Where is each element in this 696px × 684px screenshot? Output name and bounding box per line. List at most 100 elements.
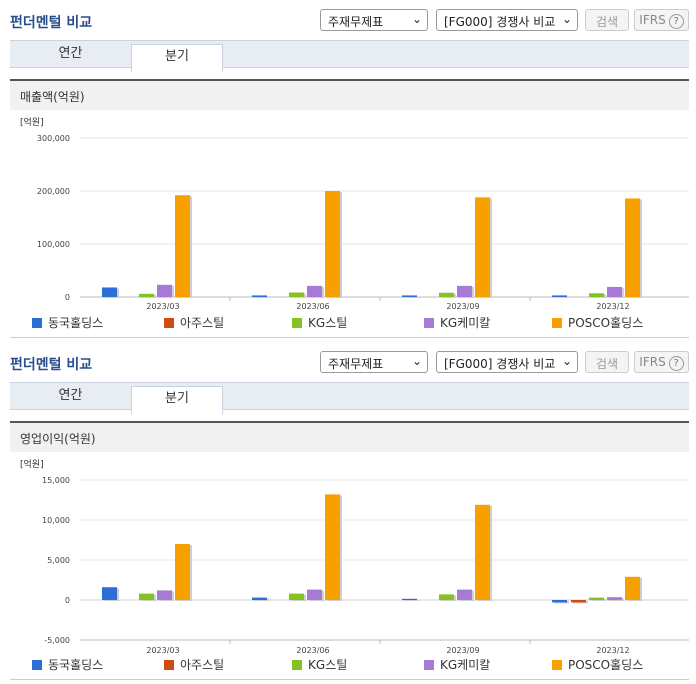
- y-tick-label: 5,000: [47, 556, 70, 565]
- bar-2023-09-s2[interactable]: [439, 594, 454, 600]
- bar-2023-06-s4[interactable]: [325, 191, 340, 297]
- bar-2023-03-s3[interactable]: [157, 284, 172, 297]
- y-tick-label: 15,000: [42, 476, 70, 485]
- x-tick-label: 2023/12: [596, 646, 629, 655]
- search-button[interactable]: 검색: [585, 9, 629, 31]
- bar-2023-12-s3[interactable]: [607, 597, 622, 600]
- bar-2023-12-s2[interactable]: [589, 597, 604, 600]
- ifrs-label: IFRS: [639, 13, 666, 27]
- bar-2023-12-s0[interactable]: [552, 600, 567, 603]
- panel-title: 펀더멘털 비교: [10, 357, 93, 373]
- bar-2023-03-s0[interactable]: [102, 587, 117, 600]
- y-tick-label: 300,000: [37, 134, 70, 143]
- ifrs-help-button[interactable]: IFRS?: [634, 9, 689, 31]
- legend-label: KG스틸: [308, 316, 348, 330]
- bar-2023-09-s3[interactable]: [457, 285, 472, 297]
- peer-group-value: [FG000] 경쟁사 비교: [444, 15, 556, 29]
- bar-2023-06-s2[interactable]: [289, 292, 304, 297]
- bar-2023-12-s4[interactable]: [625, 576, 640, 600]
- bar-2023-12-s2[interactable]: [589, 293, 604, 297]
- legend-item[interactable]: 동국홀딩스: [32, 314, 103, 331]
- bar-2023-03-s2[interactable]: [139, 593, 154, 600]
- legend-item[interactable]: KG스틸: [292, 656, 347, 673]
- bar-2023-09-s0[interactable]: [402, 295, 417, 297]
- legend-item[interactable]: KG케미칼: [424, 314, 490, 331]
- legend-swatch: [424, 660, 434, 670]
- peer-group-select[interactable]: [FG000] 경쟁사 비교 ⌄: [436, 351, 578, 373]
- bar-2023-09-s3[interactable]: [457, 589, 472, 600]
- legend-item[interactable]: KG스틸: [292, 314, 347, 331]
- chart-title: 매출액(억원): [20, 90, 85, 104]
- fundamental-panel-sales: 펀더멘털 비교 주재무제표 ⌄ [FG000] 경쟁사 비교 ⌄ 검색 IFRS…: [10, 9, 689, 338]
- x-tick-label: 2023/09: [446, 646, 479, 655]
- bar-2023-12-s1[interactable]: [571, 600, 586, 603]
- statement-type-value: 주재무제표: [328, 15, 384, 29]
- x-tick-label: 2023/03: [146, 646, 179, 655]
- bar-2023-09-s4[interactable]: [475, 197, 490, 297]
- ifrs-help-button[interactable]: IFRS?: [634, 351, 689, 373]
- legend-swatch: [552, 660, 562, 670]
- legend-item[interactable]: 동국홀딩스: [32, 656, 103, 673]
- bar-2023-12-s4[interactable]: [625, 198, 640, 297]
- legend-label: 동국홀딩스: [48, 658, 104, 672]
- legend-label: KG스틸: [308, 658, 348, 672]
- legend-label: POSCO홀딩스: [568, 316, 644, 330]
- peer-group-select[interactable]: [FG000] 경쟁사 비교 ⌄: [436, 9, 578, 31]
- legend-item[interactable]: 아주스틸: [164, 314, 224, 331]
- chevron-down-icon: ⌄: [561, 12, 572, 26]
- x-tick-label: 2023/06: [296, 646, 329, 655]
- legend-label: POSCO홀딩스: [568, 658, 644, 672]
- chevron-down-icon: ⌄: [561, 354, 572, 368]
- bar-2023-03-s3[interactable]: [157, 590, 172, 600]
- statement-type-select[interactable]: 주재무제표 ⌄: [320, 351, 428, 373]
- chart-legend: 동국홀딩스 아주스틸 KG스틸 KG케미칼 POSCO홀딩스: [10, 314, 689, 332]
- bar-2023-06-s4[interactable]: [325, 494, 340, 600]
- legend-item[interactable]: POSCO홀딩스: [552, 314, 643, 331]
- bar-2023-03-s2[interactable]: [139, 293, 154, 297]
- chart-title: 영업이익(억원): [20, 432, 96, 446]
- bar-2023-06-s3[interactable]: [307, 589, 322, 600]
- legend-label: KG케미칼: [440, 658, 491, 672]
- x-tick-label: 2023/06: [296, 302, 329, 311]
- tab-annual[interactable]: 연간: [58, 388, 83, 403]
- bar-2023-09-s2[interactable]: [439, 292, 454, 297]
- x-tick-label: 2023/03: [146, 302, 179, 311]
- search-button[interactable]: 검색: [585, 351, 629, 373]
- operating-profit-chart-area: [억원] -5,000 0 5,000 10,000 15,000 2023/03 2023/…: [10, 452, 689, 680]
- tab-annual[interactable]: 연간: [58, 46, 83, 61]
- bar-2023-06-s3[interactable]: [307, 285, 322, 297]
- bar-2023-12-s0[interactable]: [552, 295, 567, 297]
- bar-2023-03-s0[interactable]: [102, 287, 117, 297]
- bar-2023-09-s0[interactable]: [402, 598, 417, 600]
- bar-2023-06-s0[interactable]: [252, 597, 267, 600]
- peer-group-value: [FG000] 경쟁사 비교: [444, 357, 556, 371]
- bar-shadow: [554, 296, 569, 298]
- legend-swatch: [292, 318, 302, 328]
- legend-item[interactable]: 아주스틸: [164, 656, 224, 673]
- legend-item[interactable]: POSCO홀딩스: [552, 656, 643, 673]
- tab-quarterly[interactable]: 분기: [131, 44, 223, 73]
- chevron-down-icon: ⌄: [411, 354, 422, 368]
- x-tick-label: 2023/09: [446, 302, 479, 311]
- bar-2023-06-s0[interactable]: [252, 295, 267, 297]
- legend-swatch: [292, 660, 302, 670]
- bar-2023-12-s3[interactable]: [607, 286, 622, 297]
- statement-type-select[interactable]: 주재무제표 ⌄: [320, 9, 428, 31]
- bar-2023-09-s4[interactable]: [475, 504, 490, 600]
- legend-item[interactable]: KG케미칼: [424, 656, 490, 673]
- y-tick-label: 10,000: [42, 516, 70, 525]
- sales-chart-area: [억원] 0 100,000 200,000 300,000 2023/03 2023/06…: [10, 110, 689, 338]
- y-axis-unit: [억원]: [20, 458, 44, 470]
- tab-quarterly[interactable]: 분기: [131, 386, 223, 415]
- bar-2023-03-s4[interactable]: [175, 544, 190, 600]
- chart-legend: 동국홀딩스 아주스틸 KG스틸 KG케미칼 POSCO홀딩스: [10, 656, 689, 674]
- y-tick-label: 200,000: [37, 187, 70, 196]
- legend-swatch: [164, 318, 174, 328]
- statement-type-value: 주재무제표: [328, 357, 384, 371]
- bar-2023-03-s4[interactable]: [175, 195, 190, 297]
- y-tick-label: 0: [65, 293, 70, 302]
- chevron-down-icon: ⌄: [411, 12, 422, 26]
- y-tick-label: 0: [65, 596, 70, 605]
- ifrs-label: IFRS: [639, 355, 666, 369]
- bar-2023-06-s2[interactable]: [289, 593, 304, 600]
